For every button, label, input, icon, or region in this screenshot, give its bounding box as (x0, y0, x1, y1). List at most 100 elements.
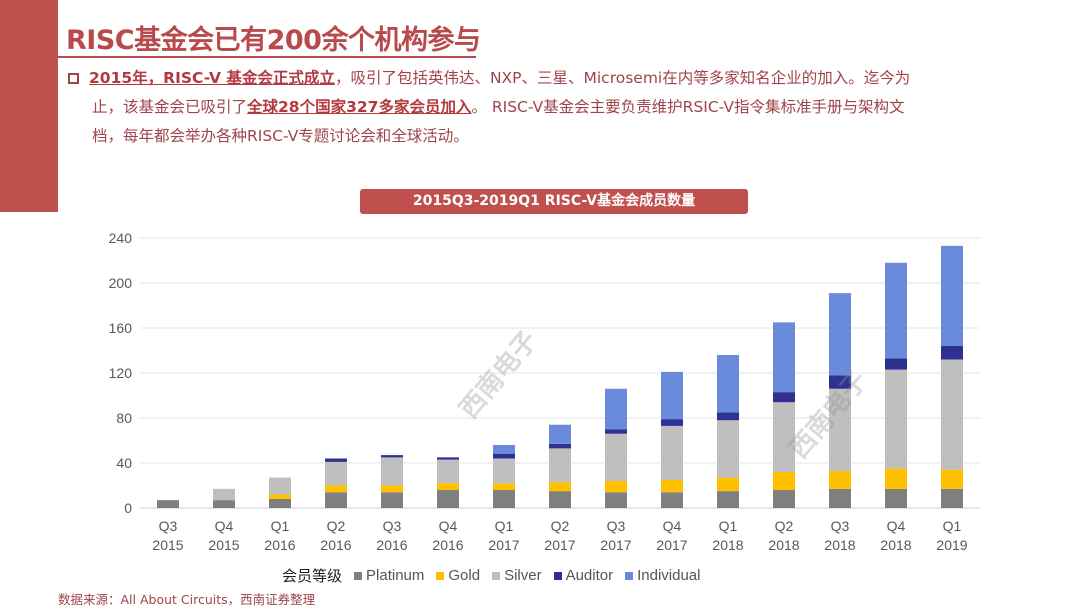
data-source: 数据来源：All About Circuits，西南证券整理 (58, 592, 316, 607)
x-tick-label: 2019 (936, 537, 967, 553)
y-tick-label: 160 (109, 320, 133, 336)
y-tick-label: 80 (116, 410, 132, 426)
x-tick-label: Q4 (215, 518, 234, 534)
x-tick-label: Q1 (495, 518, 514, 534)
highlight-members: 全球28个国家327多家会员加入 (247, 98, 472, 116)
bar-silver (437, 459, 459, 484)
bar-platinum (605, 492, 627, 508)
bar-platinum (717, 491, 739, 508)
x-tick-label: 2016 (376, 537, 407, 553)
bar-auditor (661, 419, 683, 426)
x-tick-label: 2016 (320, 537, 351, 553)
body-line: 档，每年都会举办各种RISC-V专题讨论会和全球活动。 (92, 127, 469, 145)
body-text: 2015年，RISC-V 基金会正式成立，吸引了包括英伟达、NXP、三星、Mic… (68, 64, 1038, 151)
accent-bar (0, 0, 58, 212)
legend-item-gold: Gold (436, 567, 480, 584)
bar-gold (885, 468, 907, 489)
bar-auditor (381, 455, 403, 458)
bar-auditor (941, 346, 963, 360)
bar-silver (717, 420, 739, 478)
bar-gold (661, 479, 683, 493)
bar-silver (325, 461, 347, 486)
bar-platinum (885, 488, 907, 508)
bar-silver (829, 388, 851, 471)
bar-silver (773, 402, 795, 472)
bar-auditor (493, 454, 515, 459)
x-tick-label: 2018 (880, 537, 911, 553)
bar-platinum (157, 500, 179, 508)
bar-silver (549, 448, 571, 483)
x-tick-label: 2017 (544, 537, 575, 553)
bar-individual (717, 355, 739, 413)
y-tick-label: 240 (109, 230, 133, 246)
bar-auditor (549, 443, 571, 449)
x-tick-label: 2016 (264, 537, 295, 553)
x-tick-label: Q3 (831, 518, 850, 534)
chart-legend: 会员等级 Platinum Gold Silver Auditor Individual (282, 565, 701, 586)
bar-gold (381, 485, 403, 493)
bar-gold (269, 494, 291, 499)
x-tick-label: 2018 (712, 537, 743, 553)
x-tick-label: Q4 (887, 518, 906, 534)
title-underline (58, 56, 476, 58)
bar-platinum (213, 500, 235, 508)
legend-swatch (553, 572, 562, 580)
bar-gold (493, 483, 515, 490)
bar-individual (605, 388, 627, 430)
x-tick-label: Q1 (719, 518, 738, 534)
bar-platinum (661, 492, 683, 508)
x-tick-label: Q4 (663, 518, 682, 534)
bar-silver (605, 433, 627, 481)
legend-swatch (492, 572, 501, 580)
bar-auditor (437, 457, 459, 460)
bar-silver (269, 477, 291, 495)
x-tick-label: 2016 (432, 537, 463, 553)
body-line: 。 RISC-V基金会主要负责维护RSIC-V指令集标准手册与架构文 (471, 98, 905, 116)
bar-platinum (941, 488, 963, 508)
bar-auditor (829, 375, 851, 389)
legend-label: Individual (637, 567, 701, 584)
bar-auditor (325, 458, 347, 462)
bar-individual (549, 424, 571, 444)
x-tick-label: 2015 (208, 537, 239, 553)
body-line: 止，该基金会已吸引了 (92, 98, 248, 116)
bar-individual (829, 293, 851, 376)
bar-individual (941, 245, 963, 346)
legend-swatch (436, 572, 445, 580)
x-tick-label: 2017 (600, 537, 631, 553)
page-title: RISC基金会已有200余个机构参与 (66, 25, 481, 56)
x-tick-label: Q2 (327, 518, 346, 534)
bar-platinum (437, 490, 459, 508)
legend-label: Silver (504, 567, 542, 584)
bar-silver (661, 425, 683, 480)
bullet-icon (68, 73, 79, 84)
bar-platinum (325, 492, 347, 508)
bar-auditor (885, 358, 907, 370)
x-tick-label: 2017 (656, 537, 687, 553)
highlight-founded: 2015年，RISC-V 基金会正式成立 (89, 69, 335, 87)
x-tick-label: 2015 (152, 537, 183, 553)
x-tick-label: Q3 (607, 518, 626, 534)
bar-platinum (269, 499, 291, 508)
x-tick-label: Q3 (383, 518, 402, 534)
y-tick-label: 0 (124, 500, 132, 516)
x-tick-label: Q1 (271, 518, 290, 534)
bar-silver (493, 458, 515, 484)
bar-silver (885, 369, 907, 469)
bar-silver (381, 457, 403, 486)
x-tick-label: 2018 (768, 537, 799, 553)
legend-swatch (354, 572, 363, 580)
legend-item-auditor: Auditor (553, 567, 613, 584)
bar-gold (717, 477, 739, 492)
legend-label: Gold (448, 567, 481, 584)
bar-gold (549, 482, 571, 492)
bar-gold (773, 472, 795, 490)
legend-label: Platinum (366, 567, 425, 584)
bar-silver (941, 359, 963, 470)
bar-individual (885, 262, 907, 359)
y-tick-label: 200 (109, 275, 133, 291)
y-tick-label: 40 (116, 455, 132, 471)
bar-platinum (829, 488, 851, 508)
bar-individual (493, 445, 515, 454)
